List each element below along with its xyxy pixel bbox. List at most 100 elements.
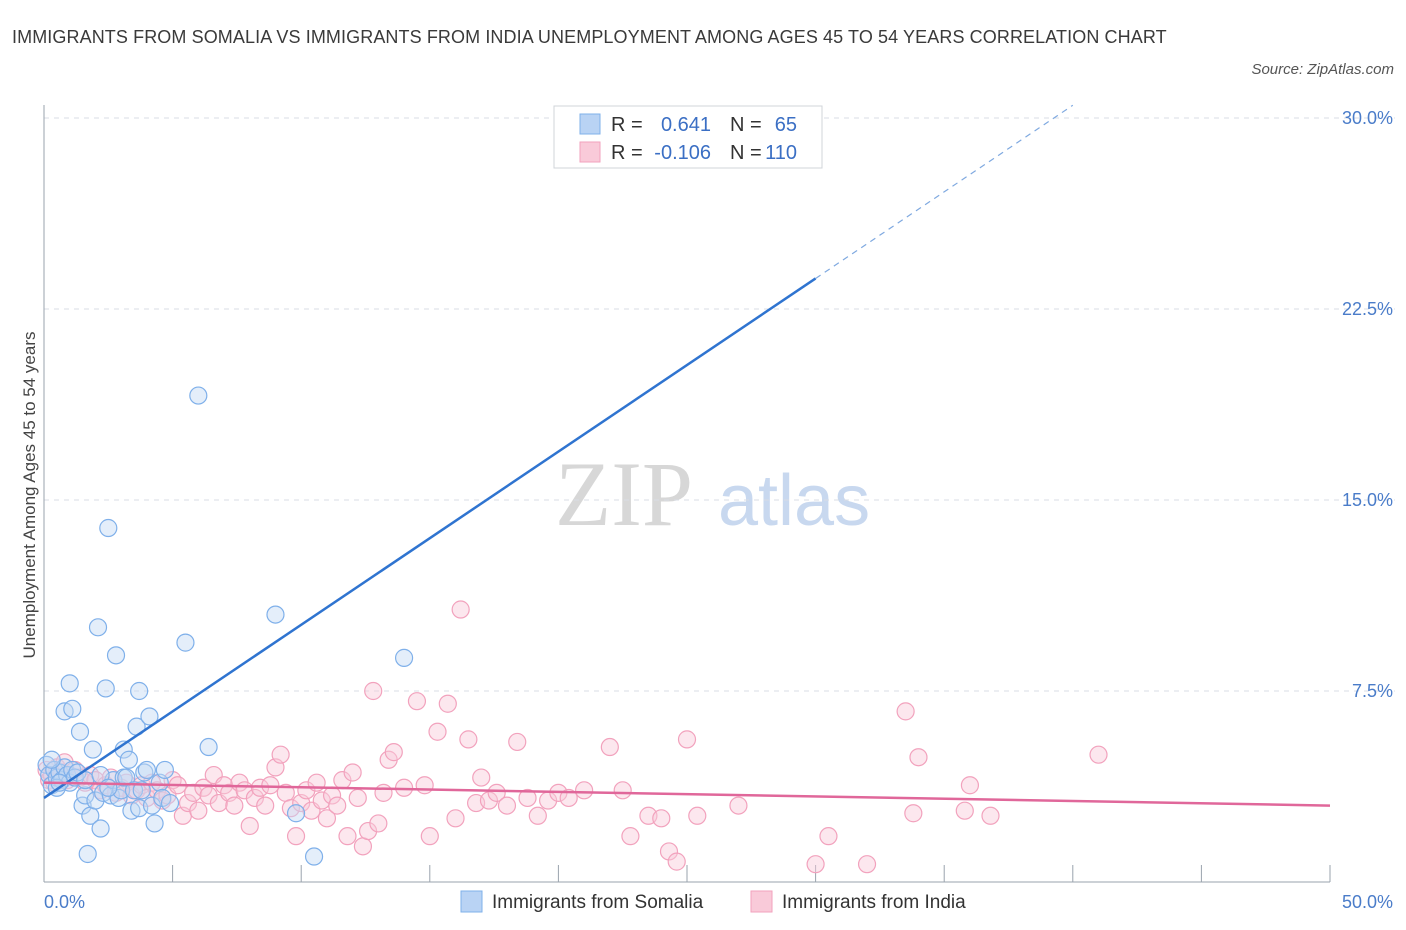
india-point-52 xyxy=(281,799,301,818)
somalia-point-30 xyxy=(106,646,126,665)
x-axis-ticks xyxy=(43,865,1331,882)
india-point-47 xyxy=(256,796,275,815)
india-point-99 xyxy=(659,842,679,861)
series-legend-label-somalia: Immigrants from Somalia xyxy=(492,892,704,913)
india-point-105 xyxy=(819,827,838,846)
y-axis-title: Unemployment Among Ages 45 to 54 years xyxy=(20,332,39,659)
india-point-74 xyxy=(407,692,427,711)
legend-r-value-india: -0.106 xyxy=(654,142,711,164)
india-point-72 xyxy=(384,743,403,762)
y-tick-label-2: 22.5% xyxy=(1342,299,1393,319)
india-point-61 xyxy=(328,796,347,815)
source-label: Source: ZipAtlas.com xyxy=(1251,61,1394,78)
stats-legend: R = 0.641 N = 65 R = -0.106 N = 110 xyxy=(553,105,823,169)
y-tick-labels: 7.5% 15.0% 22.5% 30.0% xyxy=(1342,108,1393,701)
somalia-point-24 xyxy=(91,819,110,838)
india-point-44 xyxy=(240,816,259,836)
india-point-81 xyxy=(459,730,478,749)
gridlines xyxy=(44,117,1395,692)
india-point-83 xyxy=(472,768,491,787)
india-point-107 xyxy=(896,702,915,721)
somalia-point-59 xyxy=(42,750,61,769)
india-point-100 xyxy=(667,852,686,871)
legend-r-value-somalia: 0.641 xyxy=(661,114,711,136)
somalia-point-52 xyxy=(176,633,195,652)
india-point-112 xyxy=(981,806,1000,825)
india-point-85 xyxy=(487,783,506,802)
watermark: ZIP atlas xyxy=(555,443,870,545)
india-point-69 xyxy=(369,814,388,833)
somalia-point-54 xyxy=(199,737,218,757)
somalia-point-14 xyxy=(60,674,79,693)
somalia-point-19 xyxy=(78,844,97,864)
india-point-108 xyxy=(904,804,923,823)
trend-lines xyxy=(43,104,1331,807)
series-legend-label-india: Immigrants from India xyxy=(782,892,966,913)
watermark-zip: ZIP xyxy=(555,443,693,545)
y-tick-label-0: 7.5% xyxy=(1352,681,1393,701)
india-point-50 xyxy=(271,745,290,764)
india-point-45 xyxy=(245,788,265,808)
india-point-109 xyxy=(909,748,928,767)
india-point-98 xyxy=(652,809,671,828)
somalia-point-41 xyxy=(130,681,149,701)
legend-r-label-somalia: R = xyxy=(611,114,643,136)
india-point-77 xyxy=(428,722,447,741)
india-point-110 xyxy=(955,801,974,820)
y-tick-label-1: 15.0% xyxy=(1342,490,1393,510)
india-trend-line xyxy=(43,781,1331,807)
india-point-88 xyxy=(518,788,537,808)
somalia-point-55 xyxy=(266,605,285,624)
x-tick-label-min: 0.0% xyxy=(44,892,85,912)
india-point-80 xyxy=(451,600,470,619)
somalia-point-53 xyxy=(189,386,208,405)
somalia-point-47 xyxy=(145,814,164,833)
india-point-93 xyxy=(575,781,594,800)
india-point-36 xyxy=(199,786,218,805)
legend-swatch-somalia xyxy=(579,113,601,135)
india-point-63 xyxy=(338,827,357,846)
somalia-point-27 xyxy=(99,518,118,538)
somalia-point-36 xyxy=(119,750,138,769)
india-point-96 xyxy=(621,827,640,846)
india-point-59 xyxy=(317,809,337,828)
legend-r-label-india: R = xyxy=(611,142,643,164)
india-point-78 xyxy=(438,694,457,713)
india-point-102 xyxy=(688,806,707,825)
india-point-41 xyxy=(225,796,244,815)
india-point-70 xyxy=(374,783,393,802)
india-point-106 xyxy=(857,855,877,874)
somalia-point-45 xyxy=(140,707,159,726)
india-point-48 xyxy=(261,776,280,795)
india-point-68 xyxy=(364,681,383,701)
india-point-76 xyxy=(420,827,439,846)
somalia-point-43 xyxy=(135,763,154,782)
chart-title: IMMIGRANTS FROM SOMALIA VS IMMIGRANTS FR… xyxy=(12,27,1167,47)
india-point-101 xyxy=(677,730,697,749)
somalia-point-44 xyxy=(137,760,156,780)
india-point-67 xyxy=(358,821,378,841)
somalia-point-23 xyxy=(88,618,108,637)
india-point-103 xyxy=(729,796,748,815)
india-point-104 xyxy=(806,855,825,874)
series-legend-swatch-india xyxy=(750,890,773,913)
india-points xyxy=(37,600,1108,874)
legend-n-label-somalia: N = xyxy=(730,114,762,136)
somalia-point-56 xyxy=(286,804,306,823)
india-point-64 xyxy=(343,763,362,782)
somalia-point-64 xyxy=(99,778,118,797)
series-legend-swatch-somalia xyxy=(460,890,483,913)
somalia-trend-line xyxy=(43,277,817,799)
somalia-point-51 xyxy=(160,793,180,813)
somalia-point-46 xyxy=(142,796,162,815)
india-point-32 xyxy=(178,793,198,813)
india-point-79 xyxy=(446,809,465,828)
india-point-65 xyxy=(348,788,367,808)
somalia-point-38 xyxy=(124,781,144,800)
legend-n-label-india: N = xyxy=(730,142,762,164)
somalia-point-57 xyxy=(304,847,324,866)
series-legend: Immigrants from Somalia Immigrants from … xyxy=(460,890,966,913)
legend-n-value-somalia: 65 xyxy=(775,114,797,136)
somalia-point-21 xyxy=(83,740,102,759)
